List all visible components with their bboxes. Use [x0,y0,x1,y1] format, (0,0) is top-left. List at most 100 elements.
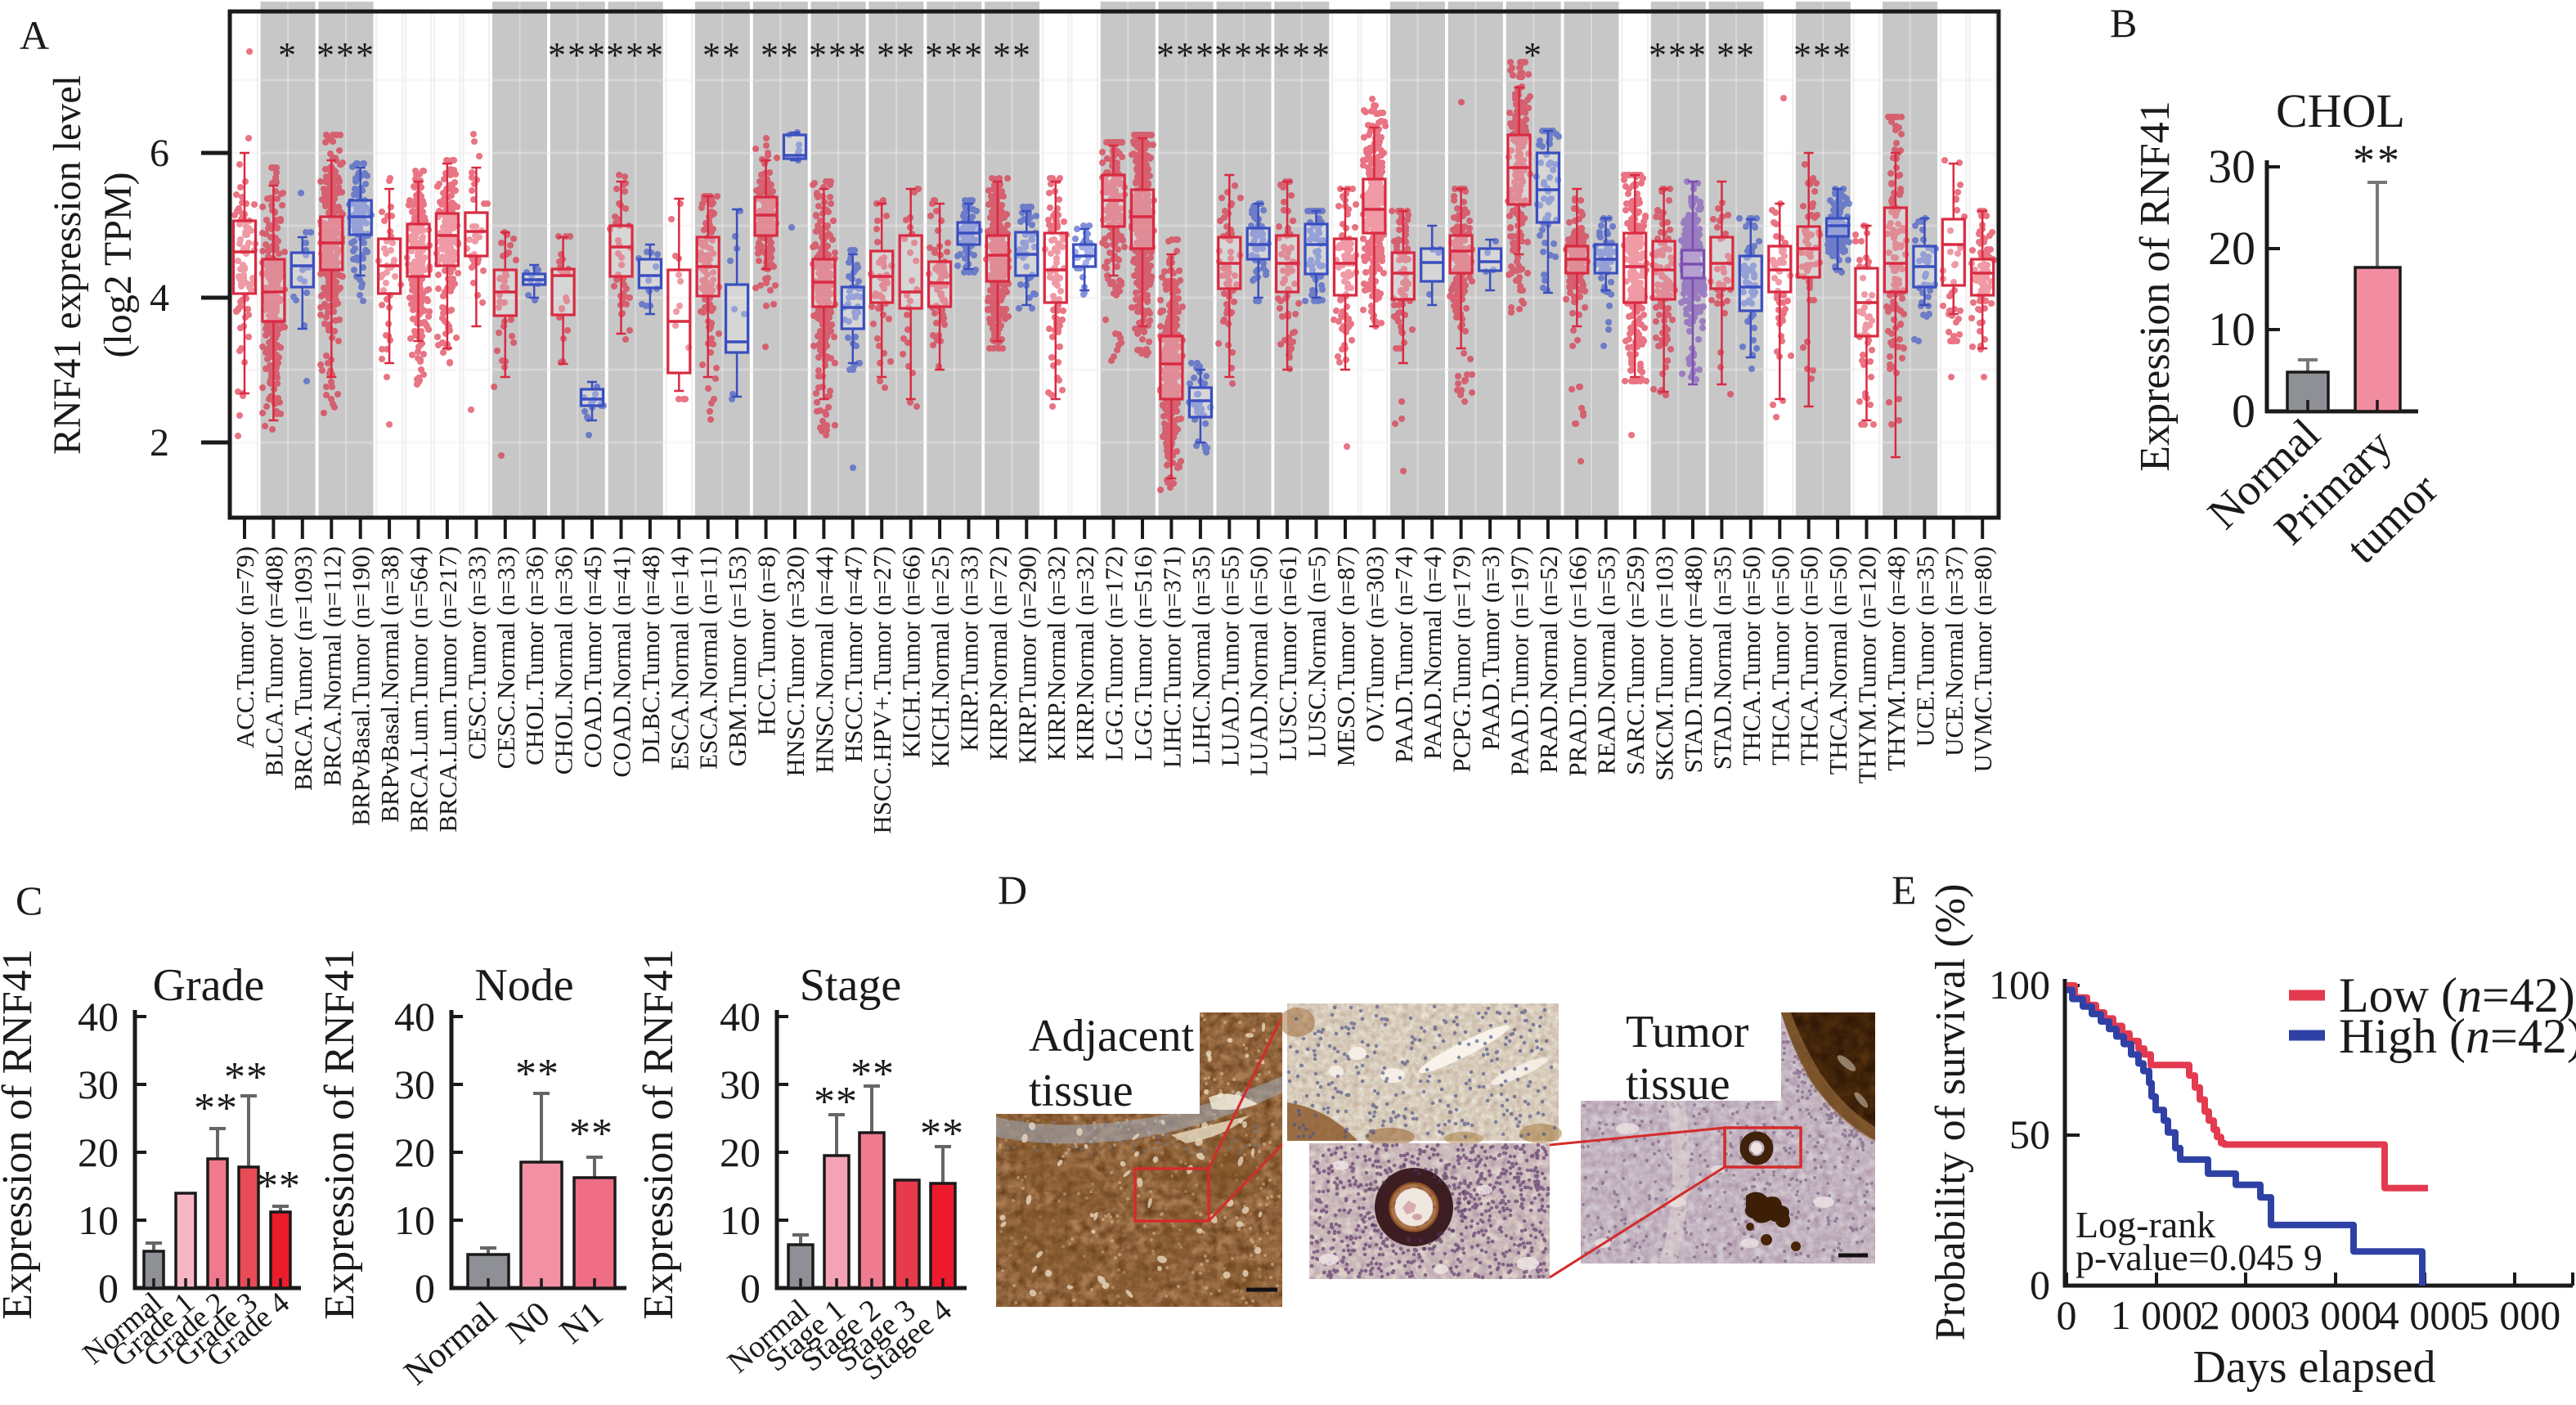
svg-text:***: *** [1272,35,1331,75]
svg-text:30: 30 [394,1062,435,1107]
svg-text:BLCA.Tumor (n=408): BLCA.Tumor (n=408) [259,546,288,777]
svg-text:*: * [1524,35,1543,75]
svg-text:**: ** [761,35,800,75]
svg-text:0: 0 [98,1265,119,1311]
svg-text:KIRP.Tumor (n=290): KIRP.Tumor (n=290) [1012,546,1041,764]
svg-text:KIRP.Tumor (n=33): KIRP.Tumor (n=33) [955,546,984,752]
svg-text:LUSC.Normal (n=5): LUSC.Normal (n=5) [1303,546,1331,758]
svg-text:***: *** [1156,35,1215,75]
svg-text:PAAD.Tumor (n=74): PAAD.Tumor (n=74) [1389,546,1418,763]
svg-text:Node: Node [474,960,573,1011]
svg-text:THCA.Tumor (n=50): THCA.Tumor (n=50) [1737,546,1766,765]
svg-text:1 000: 1 000 [2111,1292,2203,1338]
svg-text:20: 20 [394,1129,435,1175]
svg-text:Probability of survival (%): Probability of survival (%) [1928,884,1974,1341]
svg-text:0: 0 [415,1265,435,1311]
svg-text:***: *** [1649,35,1708,75]
svg-text:HSCC.HPV+.Tumor (n=27): HSCC.HPV+.Tumor (n=27) [868,546,896,834]
svg-text:Expression of RNF41: Expression of RNF41 [316,949,363,1320]
svg-text:PAAD.Tumor (n=197): PAAD.Tumor (n=197) [1506,546,1534,775]
svg-text:20: 20 [720,1129,761,1175]
svg-text:E: E [1892,867,1917,913]
svg-text:COAD.Tumor (n=45): COAD.Tumor (n=45) [578,546,607,768]
svg-text:3 000: 3 000 [2290,1292,2382,1338]
svg-text:50: 50 [2009,1111,2050,1157]
svg-text:LGG.Tumor (n=516): LGG.Tumor (n=516) [1129,546,1157,761]
svg-text:HSCC.Tumor (n=47): HSCC.Tumor (n=47) [839,546,868,762]
svg-text:OV.Tumor (n=303): OV.Tumor (n=303) [1360,546,1389,743]
svg-text:***: *** [1793,35,1852,75]
svg-text:PRAD.Normal (n=52): PRAD.Normal (n=52) [1534,546,1563,774]
svg-text:Low (n=42): Low (n=42) [2339,968,2575,1022]
svg-text:***: *** [1214,35,1273,75]
svg-text:2: 2 [150,421,169,465]
svg-text:**: ** [920,1111,964,1157]
svg-text:LIHC.Normal (n=35): LIHC.Normal (n=35) [1187,546,1215,765]
svg-text:40: 40 [720,994,761,1039]
svg-text:UCE.Normal (n=37): UCE.Normal (n=37) [1940,546,1968,756]
svg-text:BRCA.Lum.Tumor (n=217): BRCA.Lum.Tumor (n=217) [433,546,462,833]
svg-text:THYM.Tumor (n=120): THYM.Tumor (n=120) [1853,546,1882,783]
svg-text:0: 0 [740,1265,761,1311]
svg-text:**: ** [515,1051,559,1098]
svg-text:High (n=42): High (n=42) [2339,1009,2576,1063]
svg-text:ESCA.Normal (n=14): ESCA.Normal (n=14) [665,546,693,770]
svg-text:THCA.Tumor (n=50): THCA.Tumor (n=50) [1766,546,1794,765]
svg-text:10: 10 [78,1197,119,1243]
svg-text:0: 0 [2030,1262,2050,1308]
svg-text:Expression of RNF41: Expression of RNF41 [635,949,682,1320]
svg-text:BRCA.Tumor (n=1093): BRCA.Tumor (n=1093) [289,546,317,791]
svg-text:10: 10 [2208,303,2255,356]
svg-text:Tumor: Tumor [1626,1007,1749,1057]
svg-text:Grade: Grade [153,960,265,1011]
svg-text:*: * [278,35,298,75]
svg-text:KIRP.Normal (n=32): KIRP.Normal (n=32) [1042,546,1070,761]
svg-text:SKCM.Tumor (n=103): SKCM.Tumor (n=103) [1650,546,1679,781]
svg-text:CHOL.Tumor (n=36): CHOL.Tumor (n=36) [520,546,549,765]
svg-text:LUSC.Tumor (n=61): LUSC.Tumor (n=61) [1273,546,1302,761]
svg-text:LUAD.Normal (n=50): LUAD.Normal (n=50) [1245,546,1273,776]
svg-text:10: 10 [394,1197,435,1243]
svg-text:30: 30 [2208,140,2255,193]
svg-text:tissue: tissue [1626,1059,1730,1110]
svg-text:**: ** [2353,136,2402,185]
svg-text:20: 20 [78,1129,119,1175]
svg-text:UCE.Tumor (n=35): UCE.Tumor (n=35) [1910,546,1939,747]
svg-text:LIHC.Tumor (n=371): LIHC.Tumor (n=371) [1157,546,1186,768]
svg-text:UVMC.Tumor (n=80): UVMC.Tumor (n=80) [1968,546,1997,772]
svg-text:**: ** [850,1051,895,1098]
svg-text:30: 30 [720,1062,761,1107]
svg-text:KICH.Normal (n=25): KICH.Normal (n=25) [926,546,954,768]
svg-text:A: A [20,12,49,58]
svg-text:***: *** [606,35,665,75]
svg-text:C: C [16,878,43,923]
svg-text:**: ** [224,1054,268,1101]
svg-text:Log-rank: Log-rank [2076,1204,2215,1246]
svg-text:HCC.Tumor (n=8): HCC.Tumor (n=8) [752,546,781,736]
svg-text:**: ** [1717,35,1756,75]
svg-text:**: ** [702,35,742,75]
svg-text:SARC.Tumor (n=259): SARC.Tumor (n=259) [1621,546,1649,775]
svg-text:4 000: 4 000 [2379,1292,2471,1338]
svg-text:D: D [998,867,1027,913]
svg-text:RNF41 expression level: RNF41 expression level [46,75,89,455]
svg-text:p-value=0.045 9: p-value=0.045 9 [2076,1237,2322,1278]
svg-text:STAD.Normal (n=35): STAD.Normal (n=35) [1708,546,1736,770]
svg-text:2 000: 2 000 [2200,1292,2292,1338]
svg-text:B: B [2110,0,2137,46]
svg-text:**: ** [993,35,1032,75]
svg-text:ACC.Tumor (n=79): ACC.Tumor (n=79) [231,546,259,748]
svg-text:0: 0 [2057,1292,2077,1338]
svg-text:5 000: 5 000 [2469,1292,2561,1338]
svg-text:ESCA.Normal (n=11): ESCA.Normal (n=11) [694,546,723,770]
svg-text:**: ** [877,35,916,75]
svg-text:**: ** [257,1163,301,1210]
svg-text:tissue: tissue [1029,1066,1133,1116]
svg-text:THYM.Tumor (n=48): THYM.Tumor (n=48) [1882,546,1910,771]
svg-text:**: ** [194,1085,238,1132]
svg-text:STAD.Tumor (n=480): STAD.Tumor (n=480) [1679,546,1708,773]
svg-text:***: *** [809,35,868,75]
svg-text:PCPG.Tumor (n=179): PCPG.Tumor (n=179) [1447,546,1476,772]
svg-text:DLBC.Tumor (n=48): DLBC.Tumor (n=48) [636,546,665,764]
svg-text:BRPvBasal.Tumor (n=190): BRPvBasal.Tumor (n=190) [347,546,375,826]
